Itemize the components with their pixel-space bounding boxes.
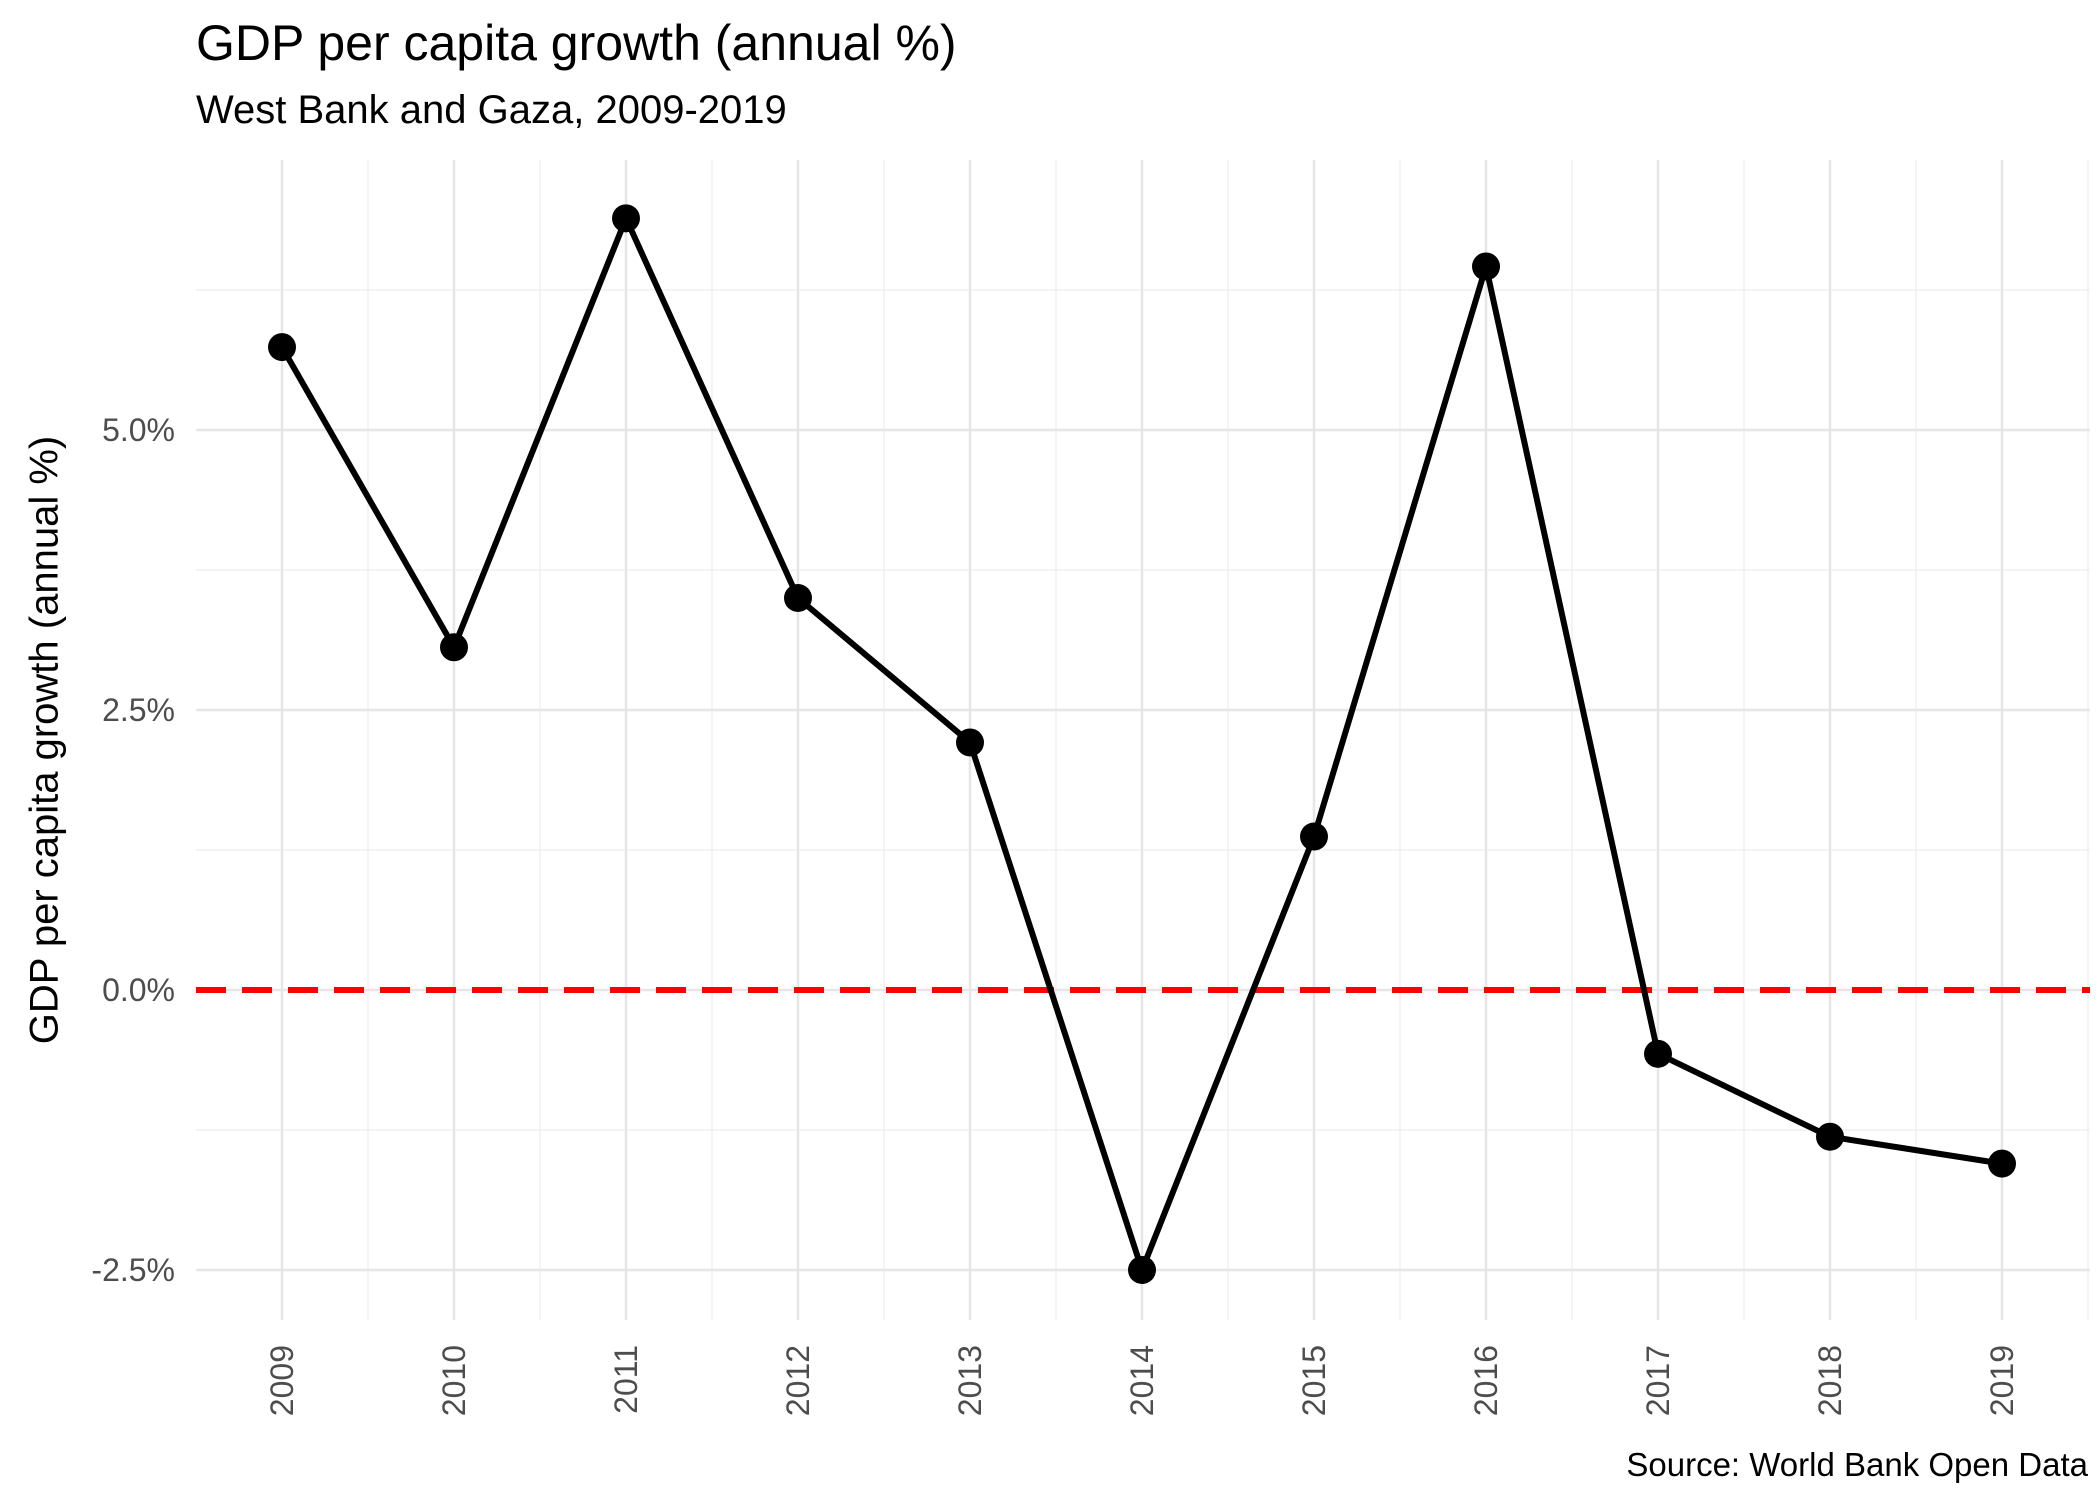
y-tick-labels: -2.5% 0.0% 2.5% 5.0% (91, 412, 175, 1288)
x-tick-label: 2011 (608, 1345, 644, 1414)
chart-caption: Source: World Bank Open Data (1626, 1446, 2088, 1483)
data-point-2010 (440, 633, 468, 662)
x-tick-label: 2018 (1812, 1345, 1848, 1416)
y-tick-label: -2.5% (91, 1252, 175, 1288)
grid-major (196, 160, 2090, 1320)
x-tick-label: 2015 (1296, 1345, 1332, 1416)
data-point-2015 (1300, 822, 1328, 851)
x-tick-label: 2013 (952, 1345, 988, 1416)
x-tick-label: 2012 (780, 1345, 816, 1416)
data-point-2017 (1644, 1039, 1672, 1068)
y-tick-label: 5.0% (102, 412, 175, 448)
x-tick-label: 2009 (264, 1345, 300, 1416)
data-point-2018 (1816, 1122, 1844, 1151)
y-tick-label: 0.0% (102, 972, 175, 1008)
x-tick-label: 2010 (436, 1345, 472, 1416)
data-point-2019 (1988, 1149, 2016, 1178)
chart-subtitle: West Bank and Gaza, 2009-2019 (196, 88, 787, 132)
x-tick-label: 2017 (1640, 1345, 1676, 1416)
x-tick-label: 2014 (1124, 1345, 1160, 1416)
data-point-2016 (1472, 252, 1500, 281)
chart-title: GDP per capita growth (annual %) (196, 15, 957, 71)
data-point-2009 (268, 333, 296, 362)
data-point-2014 (1128, 1256, 1156, 1284)
data-points (268, 204, 2016, 1284)
data-point-2012 (784, 584, 812, 612)
data-point-2011 (612, 204, 640, 233)
data-point-2013 (956, 728, 984, 757)
x-tick-label: 2016 (1468, 1345, 1504, 1416)
y-tick-label: 2.5% (102, 692, 175, 728)
x-tick-label: 2019 (1984, 1345, 2020, 1416)
x-tick-labels: 2009 2010 2011 2012 2013 2014 2015 2016 2017 2018… (264, 1345, 2020, 1416)
